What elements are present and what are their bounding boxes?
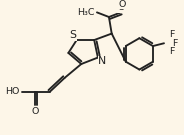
Text: N: N [98, 56, 107, 66]
Text: O: O [118, 0, 125, 9]
Text: HO: HO [5, 87, 20, 96]
Text: S: S [70, 30, 77, 40]
Text: F: F [169, 47, 175, 56]
Text: O: O [117, 3, 125, 12]
Text: O: O [31, 107, 39, 117]
Text: H₃C: H₃C [77, 8, 94, 17]
Text: F: F [169, 31, 175, 39]
Text: F: F [172, 39, 178, 48]
